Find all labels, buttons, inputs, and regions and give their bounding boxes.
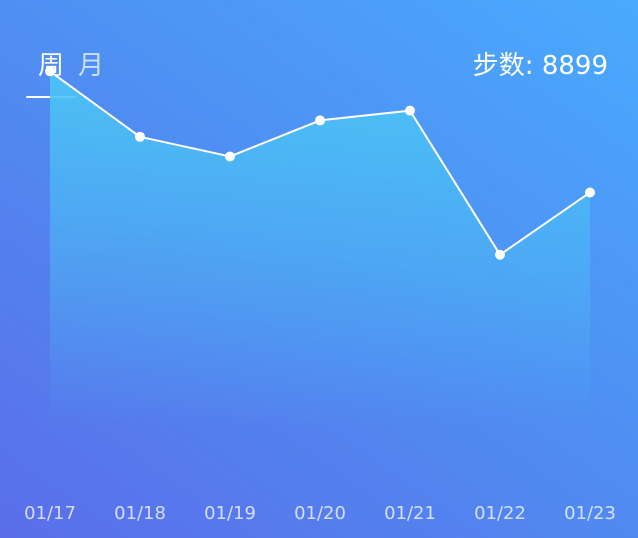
step-count-value: 8899 [541, 51, 608, 81]
x-tick-label: 01/21 [384, 503, 436, 524]
data-point-01-19[interactable] [225, 151, 235, 162]
x-tick-label: 01/20 [294, 503, 346, 524]
data-point-01-23[interactable] [585, 187, 595, 198]
tab-month-label: 月 [78, 51, 105, 81]
x-tick-label: 01/17 [24, 503, 76, 524]
x-tick-label: 01/22 [474, 503, 526, 524]
data-point-01-20[interactable] [315, 115, 325, 126]
data-point-01-22[interactable] [495, 249, 505, 260]
data-point-01-18[interactable] [135, 131, 145, 142]
x-tick-label: 01/23 [564, 503, 616, 524]
data-point-01-21[interactable] [405, 105, 415, 116]
x-tick-label: 01/18 [114, 503, 166, 524]
data-point-01-17[interactable] [45, 66, 55, 77]
step-count-summary: 步数: 8899 [473, 48, 608, 84]
step-count-label: 步数: [472, 51, 534, 81]
tab-month[interactable]: 月 [76, 48, 116, 84]
steps-area-fill [50, 71, 590, 426]
x-tick-label: 01/19 [204, 503, 256, 524]
